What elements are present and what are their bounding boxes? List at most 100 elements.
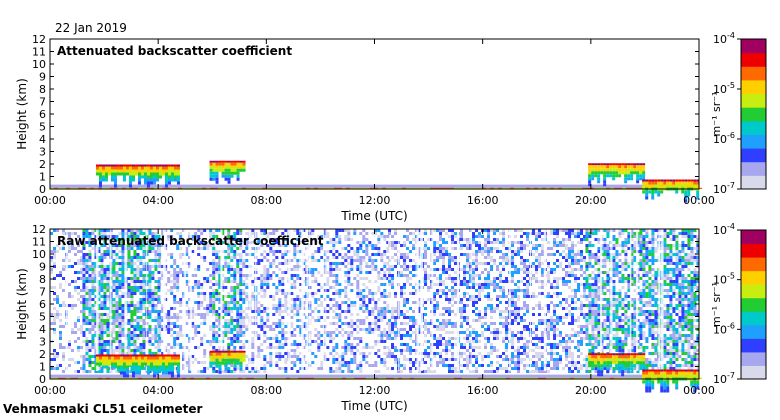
- y-tick-label: 9: [39, 71, 46, 84]
- noise-pixel: [266, 259, 270, 262]
- noise-pixel: [523, 268, 527, 271]
- cloud-pixel: [170, 178, 174, 182]
- noise-pixel: [97, 283, 101, 286]
- noise-pixel: [121, 328, 125, 331]
- noise-pixel: [176, 244, 180, 247]
- surface-pixel: [374, 187, 378, 189]
- noise-pixel: [263, 310, 267, 313]
- noise-pixel: [142, 349, 146, 352]
- noise-pixel: [323, 325, 327, 328]
- noise-pixel: [517, 331, 521, 334]
- noise-pixel: [242, 283, 246, 286]
- noise-pixel: [85, 301, 89, 304]
- surface-pixel: [450, 187, 454, 189]
- noise-pixel: [442, 343, 446, 346]
- noise-pixel: [538, 262, 542, 265]
- surface-pixel: [102, 187, 106, 189]
- noise-pixel: [77, 298, 80, 301]
- noise-pixel: [532, 331, 536, 334]
- noise-pixel: [103, 286, 107, 289]
- noise-pixel: [460, 235, 464, 238]
- noise-pixel: [374, 319, 378, 322]
- noise-pixel: [130, 316, 134, 319]
- noise-pixel: [68, 304, 71, 307]
- noise-pixel: [314, 268, 318, 271]
- noise-pixel: [388, 319, 392, 322]
- noise-pixel: [85, 322, 89, 325]
- noise-pixel: [263, 265, 267, 268]
- noise-pixel: [341, 364, 345, 367]
- noise-gap: [162, 229, 166, 371]
- noise-pixel: [290, 304, 294, 307]
- noise-pixel: [496, 229, 500, 232]
- noise-pixel: [332, 244, 336, 247]
- noise-pixel: [278, 355, 282, 358]
- noise-pixel: [353, 352, 357, 355]
- noise-pixel: [469, 256, 473, 259]
- noise-pixel: [475, 235, 479, 238]
- noise-pixel: [284, 310, 288, 313]
- noise-pixel: [335, 265, 339, 268]
- noise-pixel: [439, 340, 443, 343]
- noise-pixel: [335, 232, 339, 235]
- noise-pixel: [359, 232, 363, 235]
- cloud-base-pixel: [131, 164, 135, 167]
- noise-pixel: [433, 313, 437, 316]
- noise-pixel: [511, 343, 515, 346]
- cloud-pixel: [693, 184, 697, 188]
- noise-pixel: [97, 307, 101, 310]
- noise-pixel: [409, 283, 413, 286]
- noise-pixel: [329, 322, 333, 325]
- noise-pixel: [371, 310, 375, 313]
- surface-pixel: [330, 187, 334, 189]
- noise-pixel: [133, 238, 137, 241]
- noise-pixel: [436, 250, 440, 253]
- noise-pixel: [281, 292, 285, 295]
- noise-pixel: [121, 277, 125, 280]
- cloud-pixel: [606, 168, 610, 172]
- noise-pixel: [59, 271, 62, 274]
- cloud-pixel: [137, 175, 141, 179]
- noise-pixel: [56, 298, 59, 301]
- cloud-pixel: [636, 177, 640, 181]
- noise-pixel: [284, 358, 288, 361]
- cloud-base-pixel: [684, 179, 688, 182]
- cloud-base-pixel: [101, 164, 105, 167]
- noise-pixel: [535, 325, 539, 328]
- noise-pixel: [439, 238, 443, 241]
- noise-pixel: [365, 250, 369, 253]
- noise-pixel: [487, 298, 491, 301]
- noise-pixel: [299, 277, 303, 280]
- noise-pixel: [88, 349, 92, 352]
- noise-pixel: [100, 253, 104, 256]
- noise-pixel: [424, 313, 428, 316]
- noise-pixel: [203, 322, 207, 325]
- surface-pixel: [150, 187, 154, 189]
- noise-pixel: [218, 313, 222, 316]
- noise-pixel: [347, 343, 351, 346]
- noise-pixel: [103, 295, 107, 298]
- noise-pixel: [112, 271, 116, 274]
- noise-pixel: [296, 343, 300, 346]
- noise-pixel: [347, 331, 351, 334]
- noise-pixel: [466, 304, 470, 307]
- noise-pixel: [442, 253, 446, 256]
- noise-pixel: [266, 346, 270, 349]
- surface-pixel: [550, 187, 554, 189]
- noise-pixel: [91, 328, 95, 331]
- noise-pixel: [158, 325, 162, 328]
- noise-pixel: [418, 304, 422, 307]
- noise-pixel: [127, 352, 131, 355]
- cloud-pixel: [624, 180, 628, 184]
- noise-pixel: [439, 277, 443, 280]
- noise-pixel: [218, 265, 222, 268]
- noise-pixel: [314, 301, 318, 304]
- noise-pixel: [388, 229, 392, 232]
- surface-pixel: [290, 187, 294, 189]
- noise-pixel: [103, 229, 107, 232]
- surface-pixel: [258, 187, 262, 189]
- noise-pixel: [230, 256, 234, 259]
- noise-pixel: [517, 241, 521, 244]
- noise-pixel: [535, 346, 539, 349]
- cloud-pixel: [227, 168, 231, 172]
